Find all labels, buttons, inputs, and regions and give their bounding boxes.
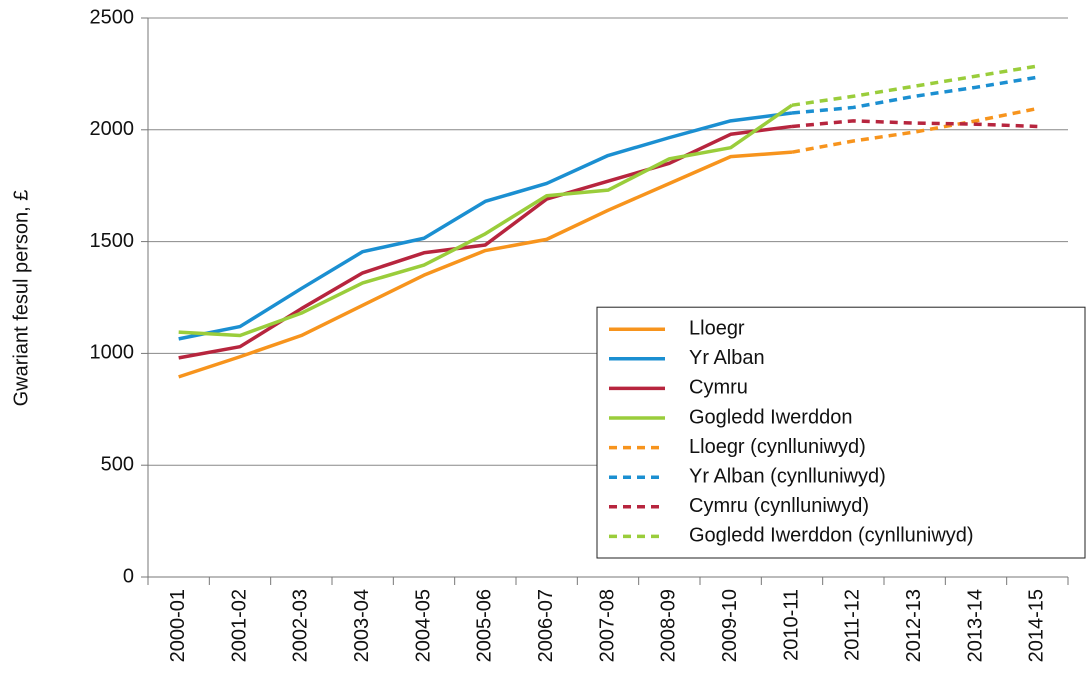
legend-label: Gogledd Iwerddon (cynlluniwyd): [689, 525, 974, 547]
y-tick-label: 2000: [90, 118, 135, 140]
legend-label: Yr Alban: [689, 347, 765, 369]
legend-box: [596, 306, 1086, 559]
legend-label: Lloegr: [689, 317, 745, 339]
x-tick-label: 2001-02: [228, 589, 250, 662]
x-tick-label: 2008-09: [658, 589, 680, 662]
x-tick-label: 2000-01: [167, 589, 189, 662]
y-axis-label: Gwariant fesul person, £: [10, 190, 32, 407]
series-line: [178, 103, 793, 338]
legend-label: Gogledd Iwerddon: [689, 406, 852, 428]
x-tick-label: 2010-11: [780, 589, 802, 661]
x-tick-label: 2013-14: [964, 589, 986, 662]
series-line: [178, 111, 793, 341]
series-line: [791, 75, 1038, 115]
series-line: [791, 64, 1038, 107]
x-tick-label: 2006-07: [535, 589, 557, 662]
x-tick-label: 2005-06: [474, 589, 496, 662]
y-tick-label: 1000: [90, 342, 135, 364]
y-tick-label: 500: [101, 453, 134, 475]
x-tick-label: 2002-03: [290, 589, 312, 662]
y-tick-label: 0: [123, 565, 134, 587]
legend-label: Cymru (cynlluniwyd): [689, 495, 869, 517]
y-tick-label: 2500: [90, 6, 135, 28]
x-tick-label: 2009-10: [719, 589, 741, 662]
x-tick-label: 2011-12: [842, 589, 864, 661]
legend-label: Cymru: [689, 377, 748, 399]
series-line: [178, 150, 793, 379]
series-line: [791, 106, 1038, 154]
x-tick-label: 2007-08: [596, 589, 618, 662]
x-tick-label: 2014-15: [1026, 589, 1048, 662]
y-tick-label: 1500: [90, 230, 135, 252]
legend-label: Yr Alban (cynlluniwyd): [689, 465, 886, 487]
x-tick-label: 2003-04: [351, 589, 373, 662]
legend-label: Lloegr (cynlluniwyd): [689, 436, 866, 458]
series-line: [791, 119, 1038, 129]
x-tick-label: 2012-13: [903, 589, 925, 662]
x-tick-label: 2004-05: [412, 589, 434, 662]
